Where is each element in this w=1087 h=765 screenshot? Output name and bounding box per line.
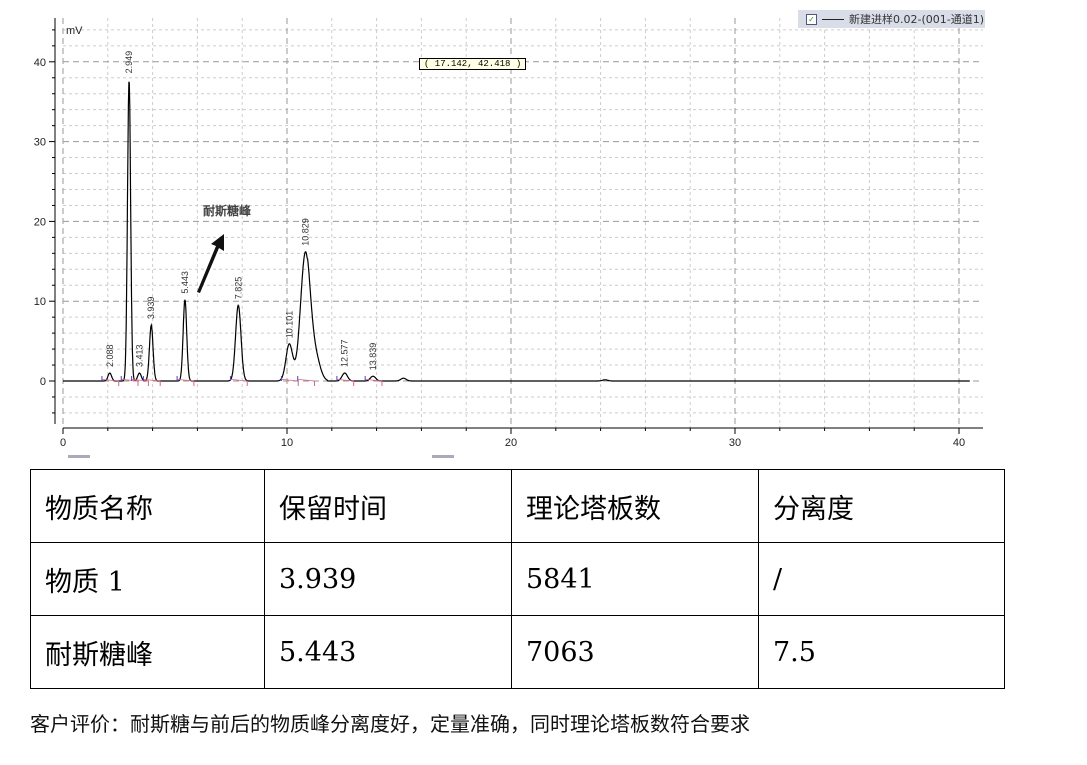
peak-baseline [297, 379, 315, 382]
table-cell: 物质 1 [30, 542, 265, 616]
chromatogram-trace [63, 81, 970, 382]
peak-annotation: 耐斯糖峰 [203, 204, 252, 218]
x-tick-label: 0 [60, 437, 66, 449]
legend-label: 新建进样0.02-(001-通道1) [849, 13, 985, 26]
peak-baseline [101, 379, 119, 382]
table-cell: 耐斯糖峰 [30, 615, 265, 689]
legend-checkbox[interactable]: ✓ [806, 13, 817, 25]
peak-label: 10.829 [301, 218, 311, 246]
header-cell: 理论塔板数 [511, 469, 759, 543]
y-tick-label: 0 [40, 376, 46, 388]
y-tick-label: 30 [34, 137, 46, 149]
x-tick-label: 30 [729, 437, 741, 449]
peak-label: 7.825 [233, 277, 243, 300]
peak-baseline [230, 379, 248, 382]
peak-label: 3.413 [134, 344, 144, 367]
header-cell: 保留时间 [264, 469, 512, 543]
x-tick-label: 20 [505, 437, 517, 449]
table-cell: 5841 [511, 542, 759, 616]
peak-label: 5.443 [180, 271, 190, 294]
peak-baseline [177, 379, 194, 382]
legend[interactable]: ✓ 新建进样0.02-(001-通道1) [798, 10, 985, 28]
table-cell: 5.443 [264, 615, 512, 689]
y-tick-label: 40 [34, 57, 46, 69]
y-tick-label: 20 [34, 216, 46, 228]
scrollbar-thumb [68, 455, 90, 458]
peak-baseline [281, 379, 299, 382]
table-cell: 7063 [511, 615, 759, 689]
table-cell: / [758, 542, 1005, 616]
peak-baseline [121, 379, 139, 382]
results-table: 物质名称 保留时间 理论塔板数 分离度 物质 1 3.939 5841 / 耐斯… [30, 469, 1005, 689]
peak-baseline [131, 379, 149, 382]
table-cell: 3.939 [264, 542, 512, 616]
peak-label: 12.577 [340, 339, 350, 367]
scrollbar-thumb [432, 455, 454, 458]
table-row: 物质 1 3.939 5841 / [30, 542, 1005, 616]
peak-baseline [365, 379, 382, 382]
customer-comment: 客户评价：耐斯糖与前后的物质峰分离度好，定量准确，同时理论塔板数符合要求 [30, 712, 750, 736]
arrow-icon [197, 234, 224, 293]
cursor-readout: ( 17.142, 42.418 ) [419, 58, 527, 70]
table-header-row: 物质名称 保留时间 理论塔板数 分离度 [30, 469, 1005, 543]
peak-baseline [336, 379, 354, 382]
chromatogram: 0 10 20 30 40 0 10 20 30 40 mV 2.088 2.949 3.413 3.939… [34, 18, 983, 458]
peak-baseline [143, 379, 161, 382]
peak-label: 13.839 [368, 343, 378, 371]
header-cell: 分离度 [758, 469, 1005, 543]
header-cell: 物质名称 [30, 469, 265, 543]
x-tick-label: 10 [281, 437, 293, 449]
peak-label: 2.088 [105, 344, 115, 367]
legend-line-swatch [822, 18, 844, 20]
peak-label: 3.939 [146, 297, 156, 320]
y-axis-unit: mV [66, 25, 83, 37]
peak-label: 2.949 [124, 51, 134, 74]
table-row: 耐斯糖峰 5.443 7063 7.5 [30, 615, 1005, 689]
table-cell: 7.5 [758, 615, 1005, 689]
peak-label: 10.101 [284, 311, 294, 339]
y-tick-label: 10 [34, 296, 46, 308]
x-tick-label: 40 [953, 437, 965, 449]
